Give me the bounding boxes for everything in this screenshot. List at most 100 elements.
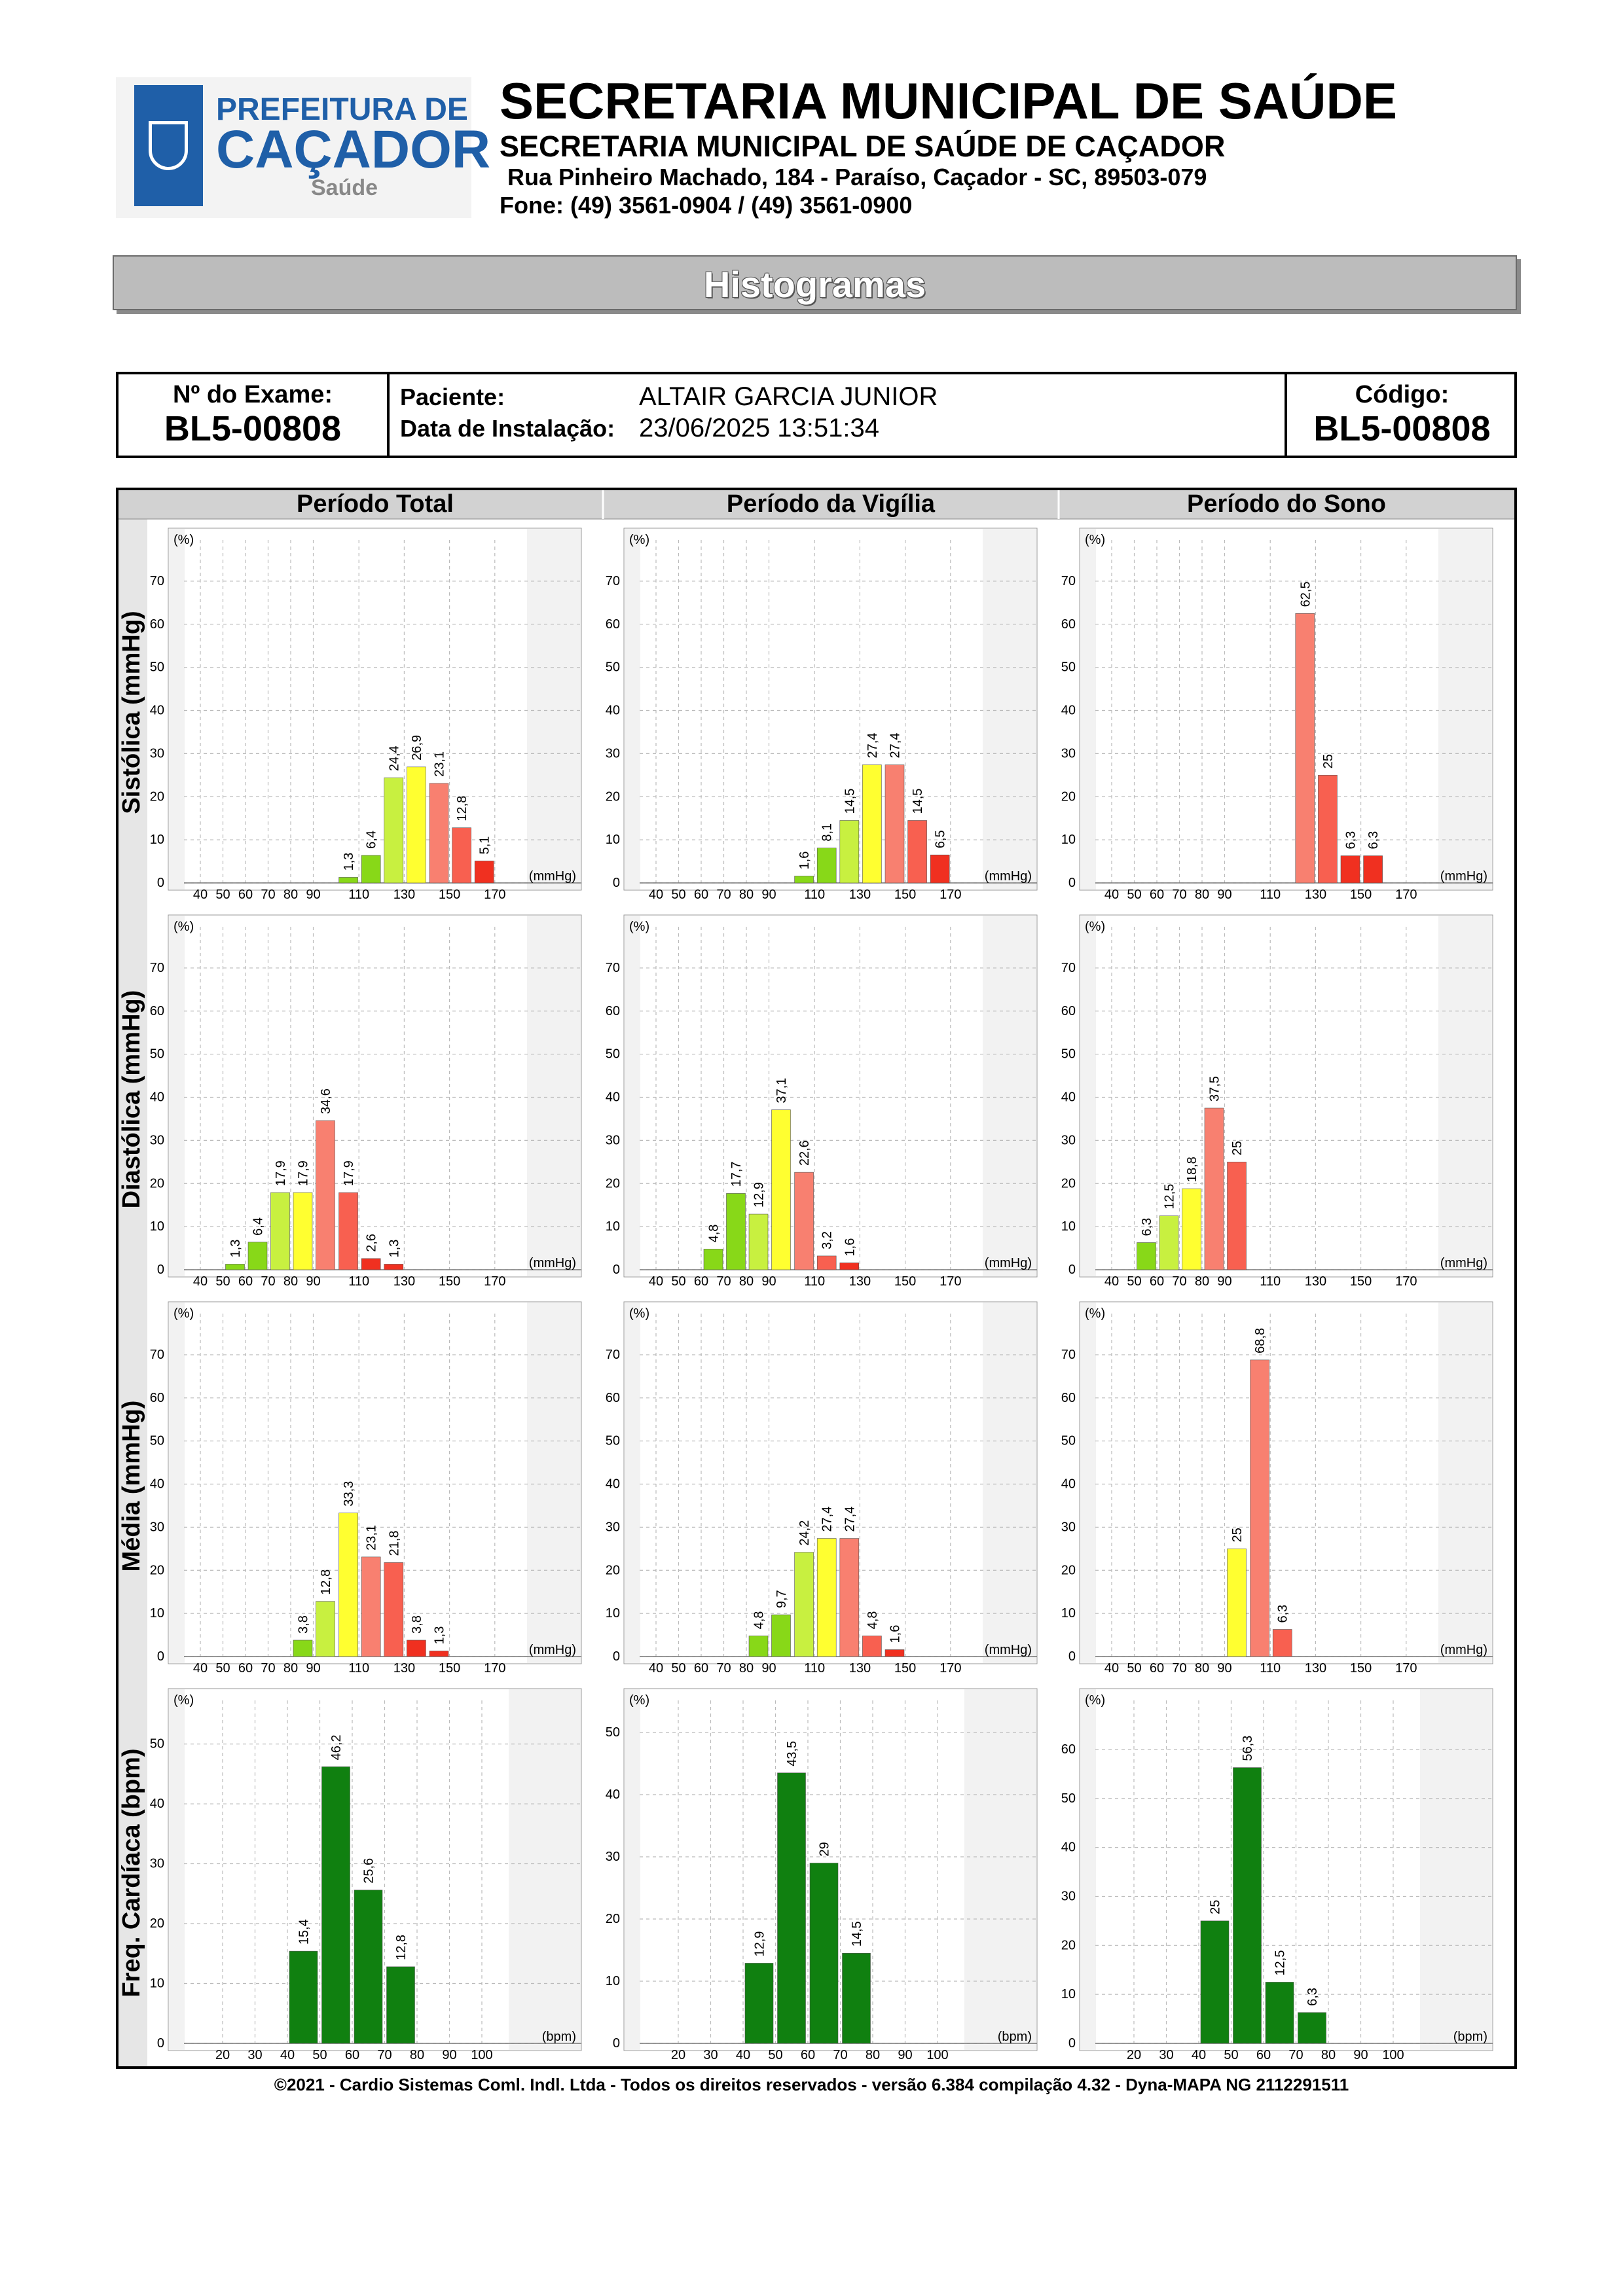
y-tick-label: 40 [606,1787,620,1802]
x-tick-label: 130 [1305,1274,1326,1289]
x-tick-label: 50 [671,1661,685,1676]
bar-value-label: 1,6 [797,852,812,870]
x-unit-label: (bpm) [1453,2030,1487,2044]
histogram-bar [777,1772,806,2044]
shaded-area [527,1302,581,1663]
logo-line-1: PREFEITURA DE [216,92,468,127]
bar-value-label: 14,5 [843,789,857,814]
city-crest-icon [134,85,203,206]
y-tick-label: 70 [606,961,620,975]
x-tick-label: 70 [261,1274,275,1289]
bar-value-label: 23,1 [365,1525,379,1551]
y-tick-label: 30 [1061,746,1076,761]
y-tick-label: 40 [1061,1090,1076,1105]
x-tick-label: 50 [1127,1274,1141,1289]
x-tick-label: 90 [306,1274,320,1289]
bar-value-label: 29 [818,1842,832,1856]
patient-value: ALTAIR GARCIA JUNIOR [639,382,938,411]
row-header: Sistólica (mmHg) [119,611,145,814]
x-tick-label: 40 [736,2048,750,2062]
histogram-bar [354,1890,383,2044]
histogram-bar [884,764,905,884]
y-tick-label: 60 [150,617,164,632]
bar-value-label: 27,4 [888,733,903,759]
x-tick-label: 50 [215,1661,230,1676]
x-tick-label: 60 [238,1274,253,1289]
x-tick-label: 150 [1350,1661,1372,1676]
x-tick-label: 110 [1260,888,1281,902]
x-tick-label: 70 [716,1661,731,1676]
shaded-area [625,1689,640,2050]
x-tick-label: 80 [1195,1274,1209,1289]
x-tick-label: 50 [215,888,230,902]
y-unit-label: (%) [1085,533,1105,547]
bar-value-label: 24,2 [797,1520,812,1546]
x-unit-label: (bpm) [542,2030,576,2044]
x-tick-label: 170 [939,888,961,902]
x-tick-label: 20 [215,2048,230,2062]
y-tick-label: 10 [150,1219,164,1234]
y-tick-label: 30 [150,1133,164,1147]
histogram-panel: 0 10 20 30 40 50 60 70 40 50 60 70 80 90 110 130 150 170 (… [150,1301,582,1676]
panel-frame [168,914,582,1278]
histogram-grid-svg: Período Total Período da Vigília Período d… [119,490,1514,2066]
y-tick-label: 20 [150,789,164,804]
y-tick-label: 50 [606,1047,620,1062]
exam-number-label: Nº do Exame: [172,381,333,408]
bar-value-label: 8,1 [820,823,835,842]
y-tick-label: 10 [150,833,164,847]
x-tick-label: 60 [238,1661,253,1676]
bar-value-label: 1,6 [888,1625,903,1643]
x-tick-label: 80 [739,1661,754,1676]
shaded-area [625,916,640,1276]
phone-text: Fone: (49) 3561-0904 / (49) 3561-0900 [500,192,913,219]
panel-frame [168,528,582,891]
x-tick-label: 100 [1382,2048,1404,2062]
histogram-bar [407,766,426,884]
y-tick-label: 70 [606,574,620,588]
y-tick-label: 60 [150,1004,164,1018]
x-tick-label: 50 [671,888,685,902]
histogram-bar [884,1649,905,1657]
x-tick-label: 30 [1159,2048,1173,2062]
x-tick-label: 70 [833,2048,847,2062]
bar-value-label: 43,5 [785,1741,799,1767]
histogram-panel: 0 10 20 30 40 50 60 70 40 50 60 70 80 90 110 130 150 170 (… [150,914,582,1289]
x-tick-label: 70 [1288,2048,1303,2062]
x-tick-label: 110 [804,888,825,902]
address-text: Rua Pinheiro Machado, 184 - Paraíso, Caç… [507,164,1207,190]
y-tick-label: 0 [157,876,164,890]
histogram-bar [794,1172,814,1270]
x-tick-label: 70 [1172,888,1186,902]
histogram-bar [384,1264,404,1270]
y-tick-label: 30 [1061,1520,1076,1534]
x-tick-label: 130 [1305,888,1326,902]
column-header: Período do Sono [1187,490,1386,518]
bar-value-label: 62,5 [1298,581,1313,607]
y-tick-label: 50 [150,1047,164,1062]
x-tick-label: 70 [1172,1274,1186,1289]
x-tick-label: 90 [761,888,776,902]
y-tick-label: 40 [150,1797,164,1811]
x-tick-label: 110 [1260,1661,1281,1676]
x-tick-label: 60 [694,1274,708,1289]
histogram-bar [1204,1107,1224,1270]
bar-value-label: 6,4 [251,1217,266,1236]
bar-value-label: 17,7 [729,1161,744,1187]
y-unit-label: (%) [1085,1693,1105,1708]
x-tick-label: 50 [671,1274,685,1289]
bar-value-label: 12,5 [1273,1950,1288,1976]
x-tick-label: 20 [1127,2048,1141,2062]
x-tick-label: 40 [193,1274,208,1289]
x-tick-label: 80 [866,2048,880,2062]
shaded-area [983,916,1036,1276]
logo: PREFEITURA DE CAÇADOR Saúde [116,77,490,218]
column-header-strip [119,490,1514,519]
y-tick-label: 60 [606,617,620,632]
x-tick-label: 60 [345,2048,359,2062]
y-tick-label: 20 [606,1912,620,1926]
y-tick-label: 20 [606,1176,620,1191]
histogram-bar [1340,855,1360,884]
x-tick-label: 110 [348,1661,369,1676]
shaded-area [169,1689,185,2050]
